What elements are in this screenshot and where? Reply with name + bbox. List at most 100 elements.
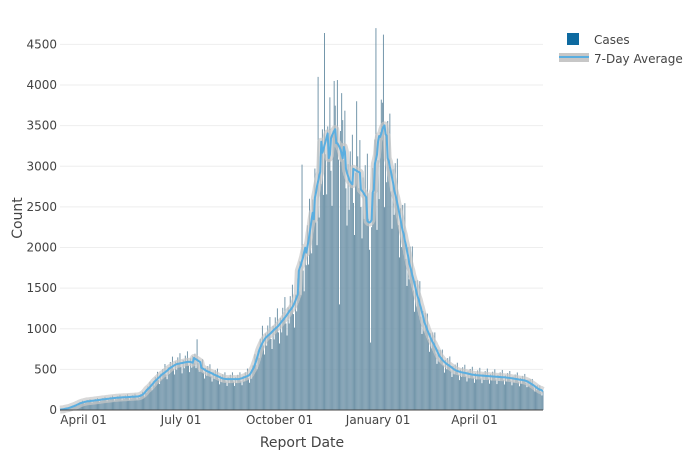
bar-cases bbox=[429, 351, 430, 410]
bar-cases bbox=[503, 384, 505, 410]
bar-cases bbox=[451, 377, 453, 410]
bar-cases bbox=[379, 132, 381, 411]
bar-cases bbox=[189, 372, 191, 410]
bar-cases bbox=[108, 400, 110, 410]
bar-cases bbox=[109, 396, 111, 410]
bar-cases bbox=[279, 343, 281, 410]
bar-cases bbox=[307, 264, 309, 410]
bar-cases bbox=[339, 304, 340, 411]
bar-cases bbox=[518, 386, 520, 410]
bar-cases bbox=[309, 198, 311, 410]
bar-cases bbox=[336, 80, 338, 410]
bar-cases bbox=[194, 353, 196, 410]
bar-cases bbox=[389, 113, 391, 410]
bar-cases bbox=[221, 381, 223, 410]
bar-cases bbox=[291, 284, 293, 410]
bar-cases bbox=[431, 348, 433, 410]
bar-cases bbox=[161, 379, 163, 411]
bar-cases bbox=[404, 203, 406, 410]
bar-cases bbox=[463, 372, 465, 410]
bar-cases bbox=[175, 361, 177, 410]
bar-cases bbox=[513, 382, 515, 410]
bar-cases bbox=[524, 373, 526, 410]
bar-cases bbox=[192, 355, 194, 410]
bar-cases bbox=[173, 368, 174, 410]
x-tick-label: January 01 bbox=[345, 413, 411, 427]
bar-cases bbox=[497, 374, 499, 410]
bar-cases bbox=[390, 191, 392, 410]
y-tick-labels: 0 500 1000 1500 2000 2500 3000 3500 4000 4500 bbox=[26, 37, 57, 417]
bar-cases bbox=[499, 372, 501, 410]
bar-cases bbox=[516, 372, 518, 410]
bar-cases bbox=[373, 192, 375, 410]
bar-cases bbox=[484, 371, 486, 410]
bar-cases bbox=[522, 375, 524, 411]
bar-cases bbox=[151, 390, 153, 410]
bar-cases bbox=[186, 351, 188, 410]
average-band bbox=[57, 121, 546, 414]
bar-cases bbox=[102, 397, 104, 410]
bar-cases bbox=[166, 379, 168, 410]
bar-cases bbox=[91, 402, 93, 410]
bar-cases bbox=[169, 362, 171, 410]
bar-cases bbox=[393, 214, 395, 410]
y-tick-label: 3500 bbox=[26, 119, 57, 133]
bar-cases bbox=[270, 338, 272, 410]
bar-cases bbox=[342, 120, 344, 410]
bar-cases bbox=[507, 373, 509, 410]
x-tick-label: April 01 bbox=[60, 413, 107, 427]
bar-cases bbox=[369, 249, 370, 410]
bar-cases bbox=[276, 308, 278, 410]
bar-cases bbox=[197, 363, 199, 410]
bar-cases bbox=[407, 247, 409, 410]
bar-cases bbox=[372, 167, 374, 411]
bar-cases bbox=[341, 93, 343, 411]
bar-cases bbox=[462, 367, 464, 410]
bar-cases bbox=[491, 380, 493, 410]
bar-cases bbox=[423, 331, 425, 410]
bar-cases bbox=[362, 177, 364, 410]
bar-cases bbox=[365, 197, 367, 410]
bar-cases bbox=[241, 385, 243, 410]
bar-cases bbox=[248, 378, 249, 410]
bar-cases bbox=[410, 271, 412, 411]
bar-cases bbox=[233, 381, 234, 410]
bar-cases bbox=[245, 376, 247, 410]
bar-cases bbox=[220, 375, 222, 410]
legend-item-cases[interactable]: Cases bbox=[567, 33, 630, 47]
legend-item-7-day-average[interactable]: 7-Day Average bbox=[559, 52, 683, 66]
bar-cases bbox=[125, 397, 127, 410]
x-tick-labels: April 01 July 01 October 01 January 01 April… bbox=[60, 413, 497, 427]
bar-cases bbox=[99, 402, 101, 410]
bar-cases bbox=[267, 325, 269, 410]
bar-cases bbox=[448, 365, 450, 410]
bar-cases bbox=[458, 380, 460, 410]
bar-cases bbox=[367, 218, 369, 410]
bar-cases bbox=[439, 350, 441, 410]
bar-cases bbox=[128, 398, 130, 410]
bar-cases bbox=[382, 34, 384, 411]
bar-cases bbox=[252, 365, 254, 410]
bar-cases bbox=[193, 363, 195, 410]
bar-cases bbox=[137, 395, 139, 410]
bar-cases bbox=[190, 358, 192, 410]
bar-cases bbox=[227, 377, 229, 410]
bar-cases bbox=[333, 80, 335, 410]
bar-cases bbox=[302, 270, 304, 410]
x-axis-title: Report Date bbox=[260, 435, 344, 450]
bar-cases bbox=[408, 279, 410, 410]
bar-cases bbox=[529, 379, 531, 410]
bar-cases bbox=[104, 396, 106, 410]
bar-cases bbox=[210, 375, 212, 410]
bar-cases bbox=[171, 356, 173, 410]
bar-cases bbox=[226, 385, 228, 410]
bar-cases bbox=[185, 362, 187, 410]
bar-cases bbox=[495, 379, 497, 410]
bar-cases bbox=[378, 199, 380, 410]
bar-cases bbox=[283, 318, 285, 410]
bar-cases bbox=[324, 33, 325, 410]
bar-cases bbox=[219, 384, 221, 410]
bar-cases bbox=[346, 225, 348, 410]
bar-cases bbox=[244, 372, 246, 410]
legend[interactable]: Cases 7-Day Average bbox=[559, 33, 683, 66]
